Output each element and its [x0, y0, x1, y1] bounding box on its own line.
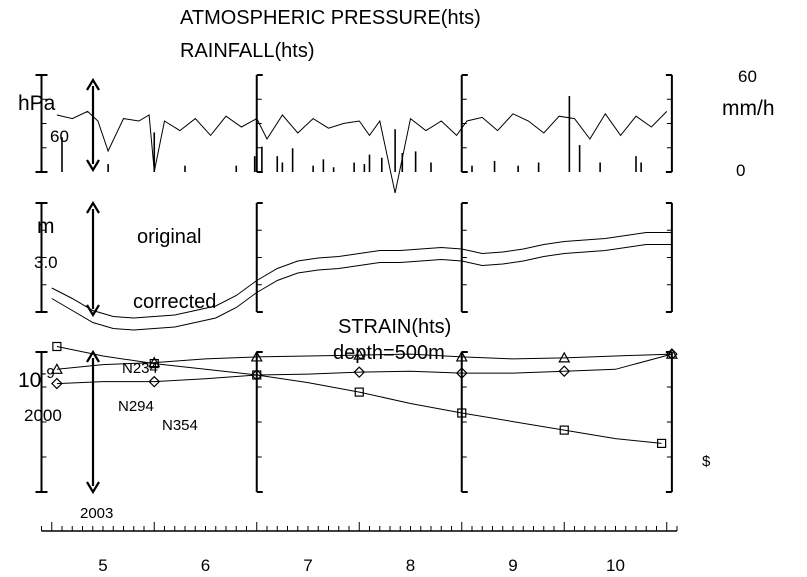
original-line — [51, 232, 672, 319]
rain-axis-zero: 0 — [736, 161, 745, 180]
panel-frames — [35, 74, 673, 495]
n234-marker — [559, 425, 569, 435]
n294-marker — [250, 350, 263, 362]
month-label: 6 — [201, 556, 210, 575]
plot-marks — [50, 96, 678, 448]
n354-marker — [353, 366, 366, 378]
axis-arrow-up-3 — [86, 349, 100, 363]
n294-line — [56, 353, 672, 370]
axis-arrow-down-1 — [86, 159, 100, 173]
level-scale-label: 3.0 — [34, 253, 58, 272]
pressure-line — [56, 110, 668, 194]
strain-unit: 10-9 — [18, 365, 55, 392]
month-label: 9 — [508, 556, 517, 575]
n294-marker — [50, 363, 63, 374]
n234-marker — [149, 359, 159, 369]
n234-marker — [657, 438, 667, 448]
n294-marker — [558, 351, 571, 363]
n354-marker — [51, 377, 63, 390]
n234-marker — [354, 387, 364, 397]
n354-marker — [558, 365, 571, 378]
month-label: 5 — [98, 556, 107, 575]
corrected-label: corrected — [133, 291, 216, 313]
axis-arrow-up-2 — [86, 200, 100, 214]
level-unit: m — [37, 215, 55, 238]
dollar-annotation: $ — [702, 453, 711, 470]
n234-label: N234 — [122, 360, 158, 377]
n234-marker — [52, 341, 62, 352]
n354-marker — [455, 367, 468, 379]
month-label: 8 — [406, 556, 415, 575]
rainfall-title: RAINFALL(hts) — [180, 40, 314, 62]
month-label: 10 — [606, 556, 625, 575]
n294-marker — [455, 350, 468, 362]
corrected-line — [51, 244, 672, 331]
axis-arrow-down-3 — [86, 481, 100, 495]
n294-marker — [148, 356, 161, 368]
n354-label: N354 — [162, 417, 198, 434]
strain-depth: depth=500m — [333, 342, 445, 364]
strain-scale-label: 2000 — [24, 406, 62, 425]
rain-axis-max: 60 — [738, 67, 757, 86]
strain-title: STRAIN(hts) — [338, 316, 451, 338]
n354-marker — [148, 375, 161, 388]
pressure-title: ATMOSPHERIC PRESSURE(hts) — [180, 7, 481, 29]
n234-marker — [457, 408, 467, 418]
year-label: 2003 — [80, 505, 113, 522]
month-label: 7 — [303, 556, 312, 575]
n294-marker — [353, 348, 366, 360]
pressure-unit: hPa — [18, 92, 56, 115]
n354-line — [56, 353, 673, 385]
rain-unit: mm/h — [722, 97, 775, 120]
n294-marker — [665, 347, 678, 359]
n354-marker — [666, 348, 678, 360]
time-axis: 5 6 7 8 9 10 — [41, 522, 678, 575]
axis-arrow-up-1 — [86, 77, 100, 91]
n234-line — [56, 346, 662, 444]
original-label: original — [137, 226, 201, 248]
pressure-scale-label: 60 — [50, 127, 69, 146]
n294-label: N294 — [118, 398, 154, 415]
n354-marker — [250, 369, 263, 381]
